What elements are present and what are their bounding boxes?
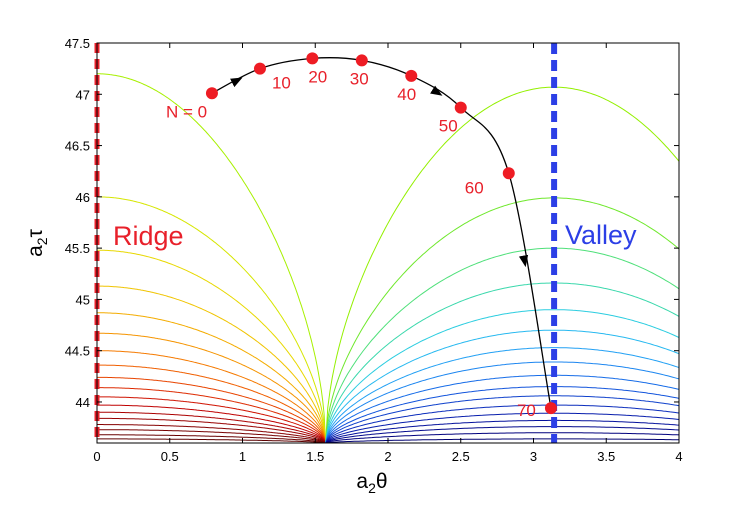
valley-contour-10 bbox=[325, 395, 679, 443]
x-tick-label: 2.5 bbox=[452, 449, 470, 464]
trajectory: N = 0 10 20 30 40 50 60 70 bbox=[166, 52, 557, 420]
valley-contour-3 bbox=[325, 282, 679, 443]
ridge-contour-0 bbox=[97, 73, 327, 443]
valley-contour-6 bbox=[325, 347, 679, 443]
y-tick-label: 47 bbox=[76, 87, 90, 102]
trajectory-point bbox=[405, 69, 418, 82]
valley-contour-4 bbox=[325, 309, 679, 443]
trajectory-point-label: 50 bbox=[439, 117, 458, 136]
trajectory-point-label: 20 bbox=[308, 67, 327, 86]
ridge-contour-8 bbox=[97, 376, 327, 443]
y-tick-label: 45 bbox=[76, 292, 90, 307]
ridge-contour-10 bbox=[97, 396, 327, 443]
ridge-contour-7 bbox=[97, 364, 327, 443]
y-tick-label: 45.5 bbox=[65, 241, 90, 256]
y-tick-label: 44.5 bbox=[65, 344, 90, 359]
y-tick-label: 46 bbox=[76, 190, 90, 205]
x-tick-label: 3.5 bbox=[597, 449, 615, 464]
valley-contour-12 bbox=[325, 412, 679, 443]
ridge-contour-4 bbox=[97, 312, 327, 443]
ridge-contour-15 bbox=[97, 429, 326, 443]
ridge-contour-17 bbox=[97, 438, 326, 443]
trajectory-point bbox=[205, 87, 218, 100]
valley-contour-16 bbox=[325, 438, 679, 443]
ridge-contour-1 bbox=[97, 196, 327, 443]
trajectory-point bbox=[502, 167, 515, 180]
ridge-contour-2 bbox=[97, 249, 327, 443]
ridge-contour-9 bbox=[97, 387, 327, 443]
y-axis-label: a2τ bbox=[24, 228, 50, 256]
trajectory-arrow bbox=[230, 77, 243, 88]
valley-contour-14 bbox=[325, 426, 679, 443]
x-tick-label: 1 bbox=[239, 449, 246, 464]
axis-ticks: 0 0.5 1 1.5 2 2.5 3 3.5 44444.54545.54646.54747.… bbox=[65, 36, 683, 464]
trajectory-point bbox=[253, 62, 266, 75]
ridge-contour-12 bbox=[97, 411, 327, 443]
valley-contour-9 bbox=[325, 386, 679, 443]
valley-contour-1 bbox=[325, 197, 679, 443]
ridge-contour-5 bbox=[97, 332, 327, 443]
trajectory-curve bbox=[211, 57, 552, 409]
contour-lines bbox=[97, 73, 679, 443]
ridge-contour-3 bbox=[97, 285, 327, 443]
valley-contour-7 bbox=[325, 361, 679, 443]
trajectory-point bbox=[544, 402, 557, 415]
trajectory-point-label: 70 bbox=[517, 401, 536, 420]
x-tick-label: 4 bbox=[675, 449, 682, 464]
ridge-contour-14 bbox=[97, 424, 326, 443]
y-tick-label: 44 bbox=[76, 395, 90, 410]
x-tick-label: 1.5 bbox=[306, 449, 324, 464]
x-axis-label: a2θ bbox=[356, 470, 387, 496]
trajectory-point-label: 40 bbox=[397, 85, 416, 104]
ridge-label: Ridge bbox=[113, 221, 184, 251]
trajectory-point bbox=[454, 101, 467, 114]
valley-contour-11 bbox=[325, 404, 679, 443]
x-tick-label: 2 bbox=[384, 449, 391, 464]
ridge-contour-6 bbox=[97, 350, 327, 443]
trajectory-point-label: 60 bbox=[465, 178, 484, 197]
x-tick-label: 0 bbox=[93, 449, 100, 464]
valley-contour-0 bbox=[325, 86, 679, 443]
trajectory-point bbox=[306, 52, 319, 65]
trajectory-point-label: N = 0 bbox=[166, 102, 207, 121]
trajectory-point bbox=[355, 54, 368, 67]
valley-contour-2 bbox=[325, 247, 679, 443]
valley-contour-13 bbox=[325, 419, 679, 443]
valley-label: Valley bbox=[565, 220, 637, 250]
trajectory-point-label: 30 bbox=[350, 69, 369, 88]
valley-contour-5 bbox=[325, 329, 679, 443]
valley-contour-15 bbox=[325, 432, 679, 443]
x-tick-label: 0.5 bbox=[161, 449, 179, 464]
trajectory-arrow bbox=[518, 254, 529, 268]
y-tick-label: 47.5 bbox=[65, 36, 90, 51]
ridge-contour-16 bbox=[97, 434, 326, 443]
ridge-contour-11 bbox=[97, 404, 327, 443]
trajectory-point-label: 10 bbox=[272, 74, 291, 93]
ridge-contour-13 bbox=[97, 417, 326, 443]
x-tick-label: 3 bbox=[530, 449, 537, 464]
y-tick-label: 46.5 bbox=[65, 139, 90, 154]
trajectory-arrow bbox=[430, 85, 443, 96]
valley-contour-8 bbox=[325, 374, 679, 443]
